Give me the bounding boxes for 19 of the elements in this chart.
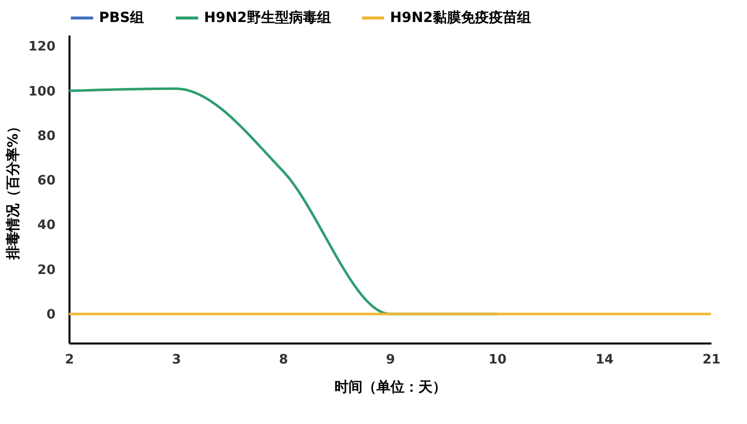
y-tick-label: 20	[37, 262, 56, 278]
x-tick-label: 9	[386, 352, 396, 368]
x-tick-label: 2	[64, 352, 74, 368]
x-tick-label: 10	[488, 352, 507, 368]
y-tick-label: 0	[46, 307, 56, 322]
y-tick-label: 60	[37, 174, 56, 189]
x-tick-label: 3	[172, 352, 182, 368]
x-tick-label: 21	[702, 352, 721, 368]
y-axis-title: 排毒情况（百分率%）	[4, 119, 22, 261]
x-tick-label: 14	[595, 352, 614, 368]
legend-label: H9N2黏膜免疫疫苗组	[390, 9, 531, 26]
legend-label: H9N2野生型病毒组	[204, 9, 331, 26]
y-tick-label: 100	[28, 84, 56, 100]
y-tick-label: 40	[37, 218, 56, 234]
y-tick-label: 120	[28, 40, 56, 55]
x-axis-title: 时间（单位：天）	[334, 380, 446, 396]
y-tick-label: 80	[37, 128, 56, 144]
x-tick-label: 8	[278, 352, 288, 368]
legend-label: PBS组	[99, 10, 144, 26]
